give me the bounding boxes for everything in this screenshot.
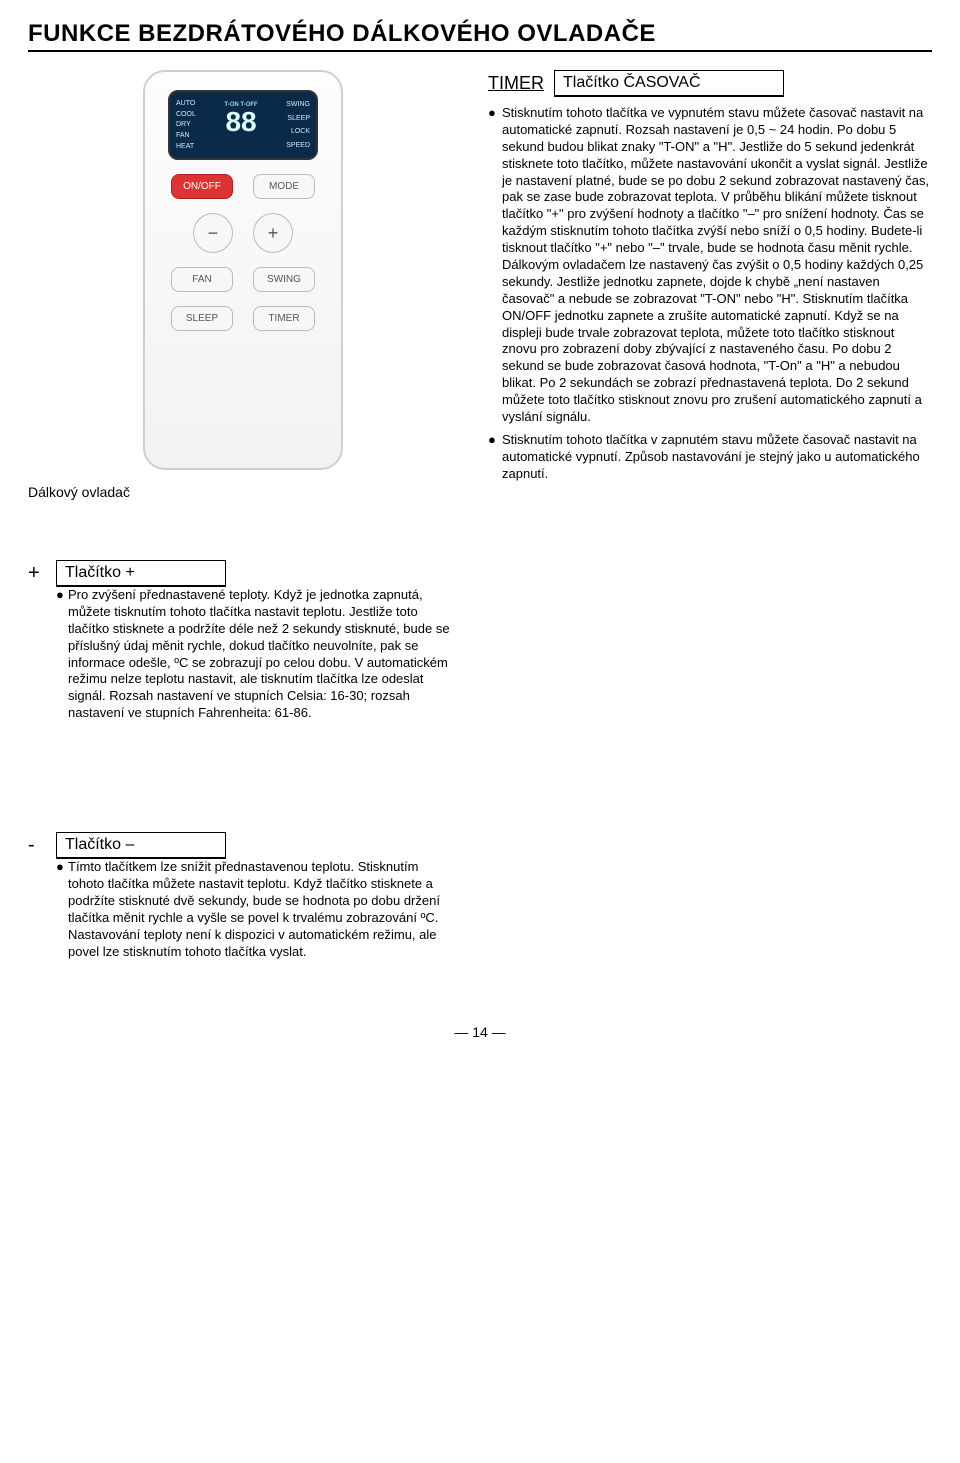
minus-text: Tímto tlačítkem lze snížit přednastaveno… (68, 859, 458, 960)
lcd-mode: FAN (176, 132, 196, 139)
lcd-left-labels: AUTO COOL DRY FAN HEAT (176, 98, 196, 152)
lcd-mode: DRY (176, 121, 196, 128)
lcd-mode: HEAT (176, 143, 196, 150)
page-number-value: 14 (472, 1024, 488, 1040)
timer-underline-label: TIMER (488, 73, 544, 94)
remote-btn-minus: − (193, 213, 233, 253)
lcd-opt: SWING (286, 101, 310, 108)
page-title: FUNKCE BEZDRÁTOVÉHO DÁLKOVÉHO OVLADAČE (28, 20, 932, 52)
remote-btn-timer: TIMER (253, 306, 315, 331)
remote-btn-onoff: ON/OFF (171, 174, 233, 199)
right-column: TIMER Tlačítko ČASOVAČ ● Stisknutím toho… (488, 70, 932, 964)
plus-text: Pro zvýšení přednastavené teploty. Když … (68, 587, 458, 722)
minus-heading-box: Tlačítko – (56, 832, 226, 859)
left-column: AUTO COOL DRY FAN HEAT T-ON T-OFF 88 SWI… (28, 70, 458, 964)
page-number: — 14 — (28, 1024, 932, 1040)
timer-text-1: Stisknutím tohoto tlačítka ve vypnutém s… (502, 105, 932, 426)
remote-btn-mode: MODE (253, 174, 315, 199)
lcd-center: T-ON T-OFF 88 (202, 98, 280, 152)
bullet-dot: ● (488, 432, 496, 483)
bullet-dot: ● (488, 105, 496, 426)
lcd-mode: AUTO (176, 100, 196, 107)
lcd-right-labels: SWING SLEEP LOCK SPEED (286, 98, 310, 152)
plus-mark: + (28, 562, 46, 585)
remote-btn-sleep: SLEEP (171, 306, 233, 331)
remote-btn-fan: FAN (171, 267, 233, 292)
lcd-screen: AUTO COOL DRY FAN HEAT T-ON T-OFF 88 SWI… (168, 90, 318, 160)
timer-text-2: Stisknutím tohoto tlačítka v zapnutém st… (502, 432, 932, 483)
plus-heading-box: Tlačítko + (56, 560, 226, 587)
lcd-opt: SLEEP (286, 115, 310, 122)
bullet-dot: ● (56, 859, 62, 960)
minus-mark: - (28, 834, 46, 857)
remote-btn-swing: SWING (253, 267, 315, 292)
lcd-mode: COOL (176, 111, 196, 118)
remote-caption: Dálkový ovladač (28, 484, 458, 500)
lcd-opt: SPEED (286, 142, 310, 149)
lcd-opt: LOCK (286, 128, 310, 135)
content-grid: AUTO COOL DRY FAN HEAT T-ON T-OFF 88 SWI… (28, 70, 932, 964)
remote-illustration: AUTO COOL DRY FAN HEAT T-ON T-OFF 88 SWI… (143, 70, 343, 470)
bullet-dot: ● (56, 587, 62, 722)
remote-btn-plus: + (253, 213, 293, 253)
lcd-digits: 88 (202, 108, 280, 136)
timer-heading-box: Tlačítko ČASOVAČ (554, 70, 784, 97)
